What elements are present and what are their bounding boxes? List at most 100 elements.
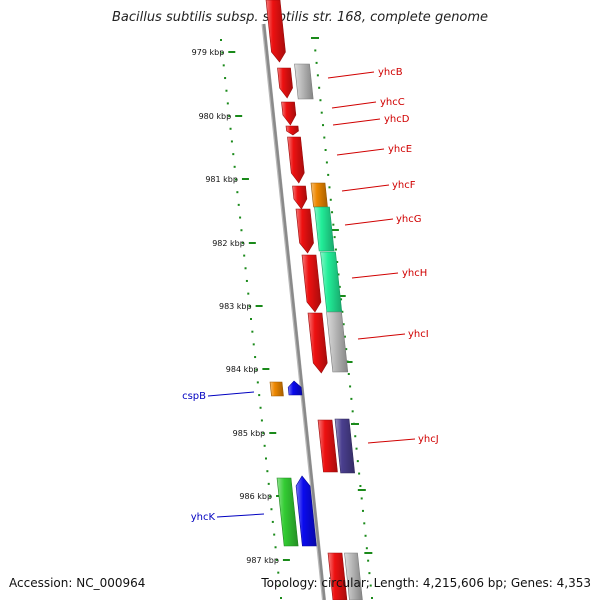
ruler-dot [259, 406, 262, 409]
ruler-dot [360, 497, 363, 500]
ruler-dot [367, 559, 370, 562]
gene-block [307, 312, 328, 374]
gene-label-yhcH: yhcH [402, 268, 427, 279]
ruler-dot [236, 191, 239, 194]
label-leader-line [332, 118, 381, 126]
kbp-tick-label: 983 kbp [219, 302, 252, 311]
ruler-dot [368, 572, 371, 575]
label-leader-line [357, 333, 406, 340]
ruler-dot [221, 51, 224, 54]
ruler-dot [275, 558, 278, 561]
gene-block [281, 101, 297, 126]
gene-block [265, 0, 286, 63]
kbp-tick-label: 981 kbp [205, 175, 238, 184]
gene-block [287, 380, 303, 396]
right-ruler [313, 37, 373, 599]
ruler-dot [369, 584, 372, 587]
ruler-dot [342, 323, 345, 326]
gene-label-yhcF: yhcF [392, 180, 416, 191]
ruler-dot [269, 495, 272, 498]
gene-label-yhcI: yhcI [408, 329, 429, 340]
gene-block [295, 475, 317, 547]
ruler-dot [318, 86, 321, 89]
ruler-dot [365, 547, 368, 550]
ruler-dot [324, 149, 327, 151]
label-leader-line [351, 272, 399, 279]
genome-title: Bacillus subtilis subsp. subtilis str. 1… [111, 10, 489, 25]
ruler-dot [277, 571, 280, 574]
ruler-dot [351, 410, 354, 413]
gene-block [287, 136, 305, 184]
ruler-dot [343, 335, 346, 338]
ruler-dot [280, 597, 282, 599]
gene-label-yhcJ: yhcJ [418, 434, 439, 445]
gene-block [334, 418, 356, 474]
ruler-dot [266, 470, 269, 473]
ruler-dot [239, 216, 242, 219]
ruler-dot [228, 115, 231, 118]
gene-block [320, 251, 343, 313]
gene-block [277, 67, 293, 99]
ruler-dot [341, 310, 344, 313]
ruler-dot [226, 102, 229, 105]
gene-label-yhcD: yhcD [384, 114, 410, 125]
ruler-dot [355, 447, 358, 450]
ruler-dot [237, 203, 240, 206]
label-leader-line [216, 513, 265, 518]
label-leader-line [331, 101, 377, 109]
ruler-dot [350, 397, 353, 400]
label-leader-line [344, 218, 394, 226]
ruler-dot [225, 89, 228, 92]
gene-block [314, 206, 335, 252]
gene-block [276, 477, 299, 547]
ruler-dot [270, 508, 273, 511]
gene-label-yhcK: yhcK [191, 512, 216, 523]
label-leader-line [341, 184, 390, 192]
gene-block [285, 125, 299, 136]
kbp-tick-label: 980 kbp [199, 112, 232, 121]
ruler-dot [358, 472, 361, 475]
ruler-dot [224, 77, 227, 80]
ruler-dot [235, 178, 237, 181]
gene-block [294, 63, 314, 100]
ruler-dot [220, 39, 222, 41]
ruler-dot [250, 318, 252, 320]
ruler-dot [363, 522, 366, 525]
gene-block [295, 208, 314, 254]
ruler-dot [338, 285, 341, 288]
gene-label-yhcC: yhcC [380, 97, 405, 108]
kbp-tick-label: 985 kbp [233, 429, 266, 438]
ruler-dot [316, 74, 319, 77]
ruler-dot [314, 49, 317, 52]
ruler-dot [337, 273, 340, 276]
gene-label-yhcG: yhcG [396, 214, 422, 225]
ruler-dot [323, 136, 326, 139]
ruler-dot [247, 292, 250, 295]
ruler-dot [222, 64, 225, 67]
ruler-dot [364, 534, 367, 537]
ruler-dot [232, 153, 235, 156]
ruler-dot [248, 305, 251, 308]
ruler-dot [271, 520, 274, 523]
kbp-tick-label: 982 kbp [212, 239, 245, 248]
ruler-dot [332, 223, 335, 226]
ruler-dot [251, 330, 254, 333]
gene-block [317, 419, 338, 473]
ruler-dot [331, 211, 334, 214]
left-ruler [220, 39, 282, 599]
gene-label-yhcB: yhcB [378, 67, 403, 78]
ruler-dot [245, 279, 248, 282]
ruler-dot [229, 127, 232, 130]
ruler-dot [333, 236, 336, 239]
ruler-dot [325, 161, 328, 164]
label-leader-line [207, 391, 255, 397]
label-leader-line [336, 148, 385, 156]
gene-block [301, 254, 322, 313]
ruler-dot [265, 457, 267, 460]
label-leader-line [327, 71, 375, 79]
ruler-dot [262, 432, 265, 435]
gene-block [326, 311, 349, 373]
ruler-dot [256, 381, 259, 384]
